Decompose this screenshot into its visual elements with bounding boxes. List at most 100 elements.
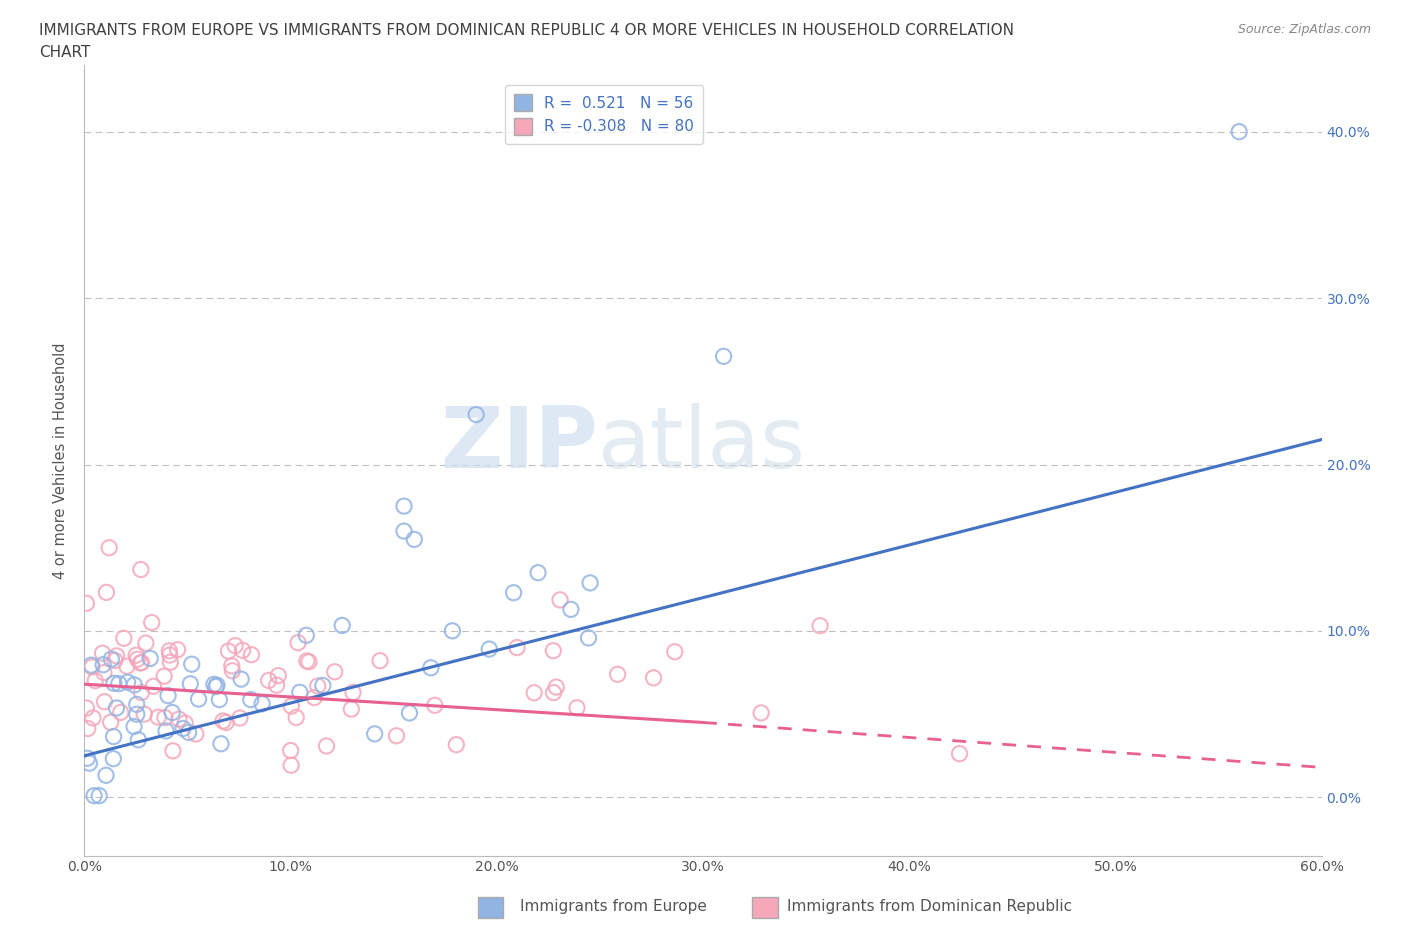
Point xyxy=(76,751,98,765)
Point xyxy=(177,725,200,740)
Point xyxy=(142,679,165,694)
Point xyxy=(664,644,686,659)
Y-axis label: 4 or more Vehicles in Household: 4 or more Vehicles in Household xyxy=(53,342,69,578)
Point xyxy=(84,673,107,688)
Point xyxy=(288,684,311,699)
Point xyxy=(98,540,121,555)
Legend: R =  0.521   N = 56, R = -0.308   N = 80: R = 0.521 N = 56, R = -0.308 N = 80 xyxy=(505,85,703,144)
Point xyxy=(749,706,772,721)
Point xyxy=(76,721,98,736)
Point xyxy=(167,711,190,726)
Point xyxy=(129,656,152,671)
Point xyxy=(131,656,153,671)
Point xyxy=(159,655,181,670)
Point xyxy=(129,562,152,577)
Point xyxy=(122,719,145,734)
Point xyxy=(180,657,202,671)
Point xyxy=(579,576,602,591)
Point xyxy=(368,653,391,668)
Point xyxy=(146,710,169,724)
Point xyxy=(267,668,290,683)
Point xyxy=(560,602,582,617)
Point xyxy=(240,647,263,662)
Point xyxy=(103,751,125,766)
Point xyxy=(134,707,156,722)
Point xyxy=(229,711,252,725)
Point xyxy=(125,707,148,722)
Point xyxy=(257,673,280,688)
Point xyxy=(565,700,588,715)
Point xyxy=(502,585,524,600)
Point xyxy=(404,532,426,547)
Point xyxy=(96,585,118,600)
Point xyxy=(155,724,177,738)
Point xyxy=(295,628,318,643)
Point xyxy=(187,692,209,707)
Point xyxy=(363,726,385,741)
Point xyxy=(153,711,176,725)
Point xyxy=(527,565,550,580)
Point xyxy=(93,695,115,710)
Point xyxy=(239,692,262,707)
Point xyxy=(202,677,225,692)
Point xyxy=(179,676,201,691)
Point xyxy=(419,660,441,675)
Point xyxy=(82,659,104,674)
Point xyxy=(231,671,253,686)
Point xyxy=(110,705,132,720)
Point xyxy=(221,663,243,678)
Point xyxy=(162,743,184,758)
Point xyxy=(79,756,101,771)
Text: IMMIGRANTS FROM EUROPE VS IMMIGRANTS FROM DOMINICAN REPUBLIC 4 OR MORE VEHICLES : IMMIGRANTS FROM EUROPE VS IMMIGRANTS FRO… xyxy=(39,23,1014,38)
Point xyxy=(546,680,568,695)
Text: atlas: atlas xyxy=(598,403,806,486)
Point xyxy=(266,678,288,693)
Point xyxy=(100,715,122,730)
Point xyxy=(91,658,114,672)
Point xyxy=(184,726,207,741)
Point xyxy=(166,643,188,658)
Point xyxy=(125,697,148,711)
Point xyxy=(139,651,162,666)
Point xyxy=(298,655,321,670)
Point xyxy=(808,618,831,633)
Point xyxy=(398,706,420,721)
Point xyxy=(174,716,197,731)
Point xyxy=(392,498,415,513)
Point xyxy=(205,679,228,694)
Point xyxy=(93,665,115,680)
Point xyxy=(385,728,408,743)
Point xyxy=(91,645,114,660)
Point xyxy=(280,743,302,758)
Point xyxy=(108,676,131,691)
Point xyxy=(342,685,364,700)
Point xyxy=(135,636,157,651)
Point xyxy=(465,407,488,422)
Point xyxy=(606,667,628,682)
Point xyxy=(115,658,138,673)
Point xyxy=(172,721,194,736)
Point xyxy=(105,648,128,663)
Point xyxy=(215,715,238,730)
Point xyxy=(224,638,246,653)
Point xyxy=(103,729,125,744)
Point xyxy=(280,758,302,773)
Point xyxy=(83,789,105,804)
Point xyxy=(307,679,329,694)
Point xyxy=(280,698,302,713)
Point xyxy=(162,705,184,720)
Point xyxy=(89,789,111,804)
Point xyxy=(127,732,149,747)
Point xyxy=(212,713,235,728)
Point xyxy=(548,592,571,607)
Point xyxy=(112,631,135,645)
Point xyxy=(217,644,239,658)
Point xyxy=(340,701,363,716)
Point xyxy=(287,635,309,650)
Point xyxy=(208,692,231,707)
Point xyxy=(75,596,97,611)
Point xyxy=(205,678,228,693)
Point xyxy=(250,697,273,711)
Point xyxy=(104,653,127,668)
Point xyxy=(330,618,353,633)
